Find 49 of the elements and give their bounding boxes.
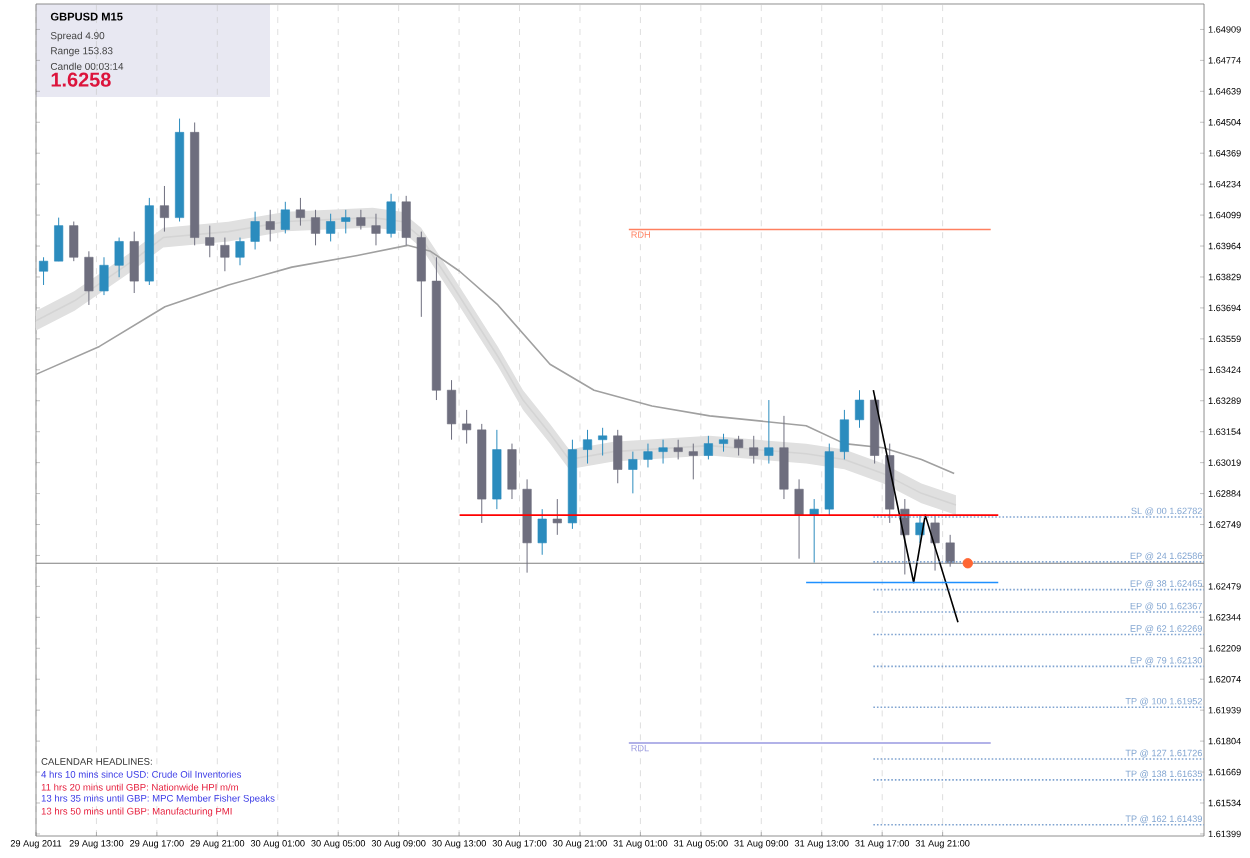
candlestick	[854, 389, 865, 429]
candlestick	[205, 225, 215, 258]
candlestick	[794, 478, 804, 560]
candlestick	[280, 201, 290, 234]
candlestick	[507, 443, 517, 500]
candlestick	[416, 231, 426, 318]
candlestick	[235, 237, 245, 266]
candlestick	[734, 435, 744, 457]
candlestick	[39, 256, 49, 286]
candlestick	[54, 217, 64, 262]
line-series	[35, 244, 955, 475]
candlestick	[703, 435, 713, 460]
candlestick	[537, 508, 547, 556]
candlestick	[930, 514, 940, 572]
candlestick	[628, 451, 638, 494]
candlestick	[129, 231, 139, 294]
candlestick	[371, 213, 381, 246]
candlestick	[598, 427, 608, 457]
line-series	[872, 389, 959, 623]
candlestick	[99, 256, 109, 296]
candlestick	[673, 439, 683, 460]
candlestick	[749, 435, 759, 465]
candlestick	[839, 409, 849, 460]
candlestick	[220, 237, 230, 272]
candlestick	[582, 429, 593, 465]
candlestick	[658, 439, 668, 465]
candlestick	[69, 221, 79, 262]
candlestick	[265, 209, 275, 242]
candlestick	[447, 379, 457, 441]
candlestick	[159, 185, 169, 233]
candlestick	[945, 534, 955, 568]
candlestick	[326, 213, 336, 242]
candlestick	[311, 209, 321, 246]
candlestick	[779, 415, 789, 500]
candlestick	[386, 193, 396, 239]
candlestick	[613, 429, 623, 484]
candlestick	[688, 443, 698, 480]
annotation: 1.6258	[51, 72, 111, 87]
candlestick	[643, 443, 653, 468]
candlestick	[764, 399, 774, 465]
candlestick	[356, 209, 366, 231]
candlestick	[250, 211, 260, 250]
candlestick	[401, 195, 411, 246]
candlestick	[341, 209, 351, 234]
candlestick	[295, 197, 305, 227]
candlestick	[552, 498, 562, 536]
candlestick	[114, 237, 124, 278]
candlestick	[84, 250, 94, 306]
candlestick	[462, 409, 472, 445]
